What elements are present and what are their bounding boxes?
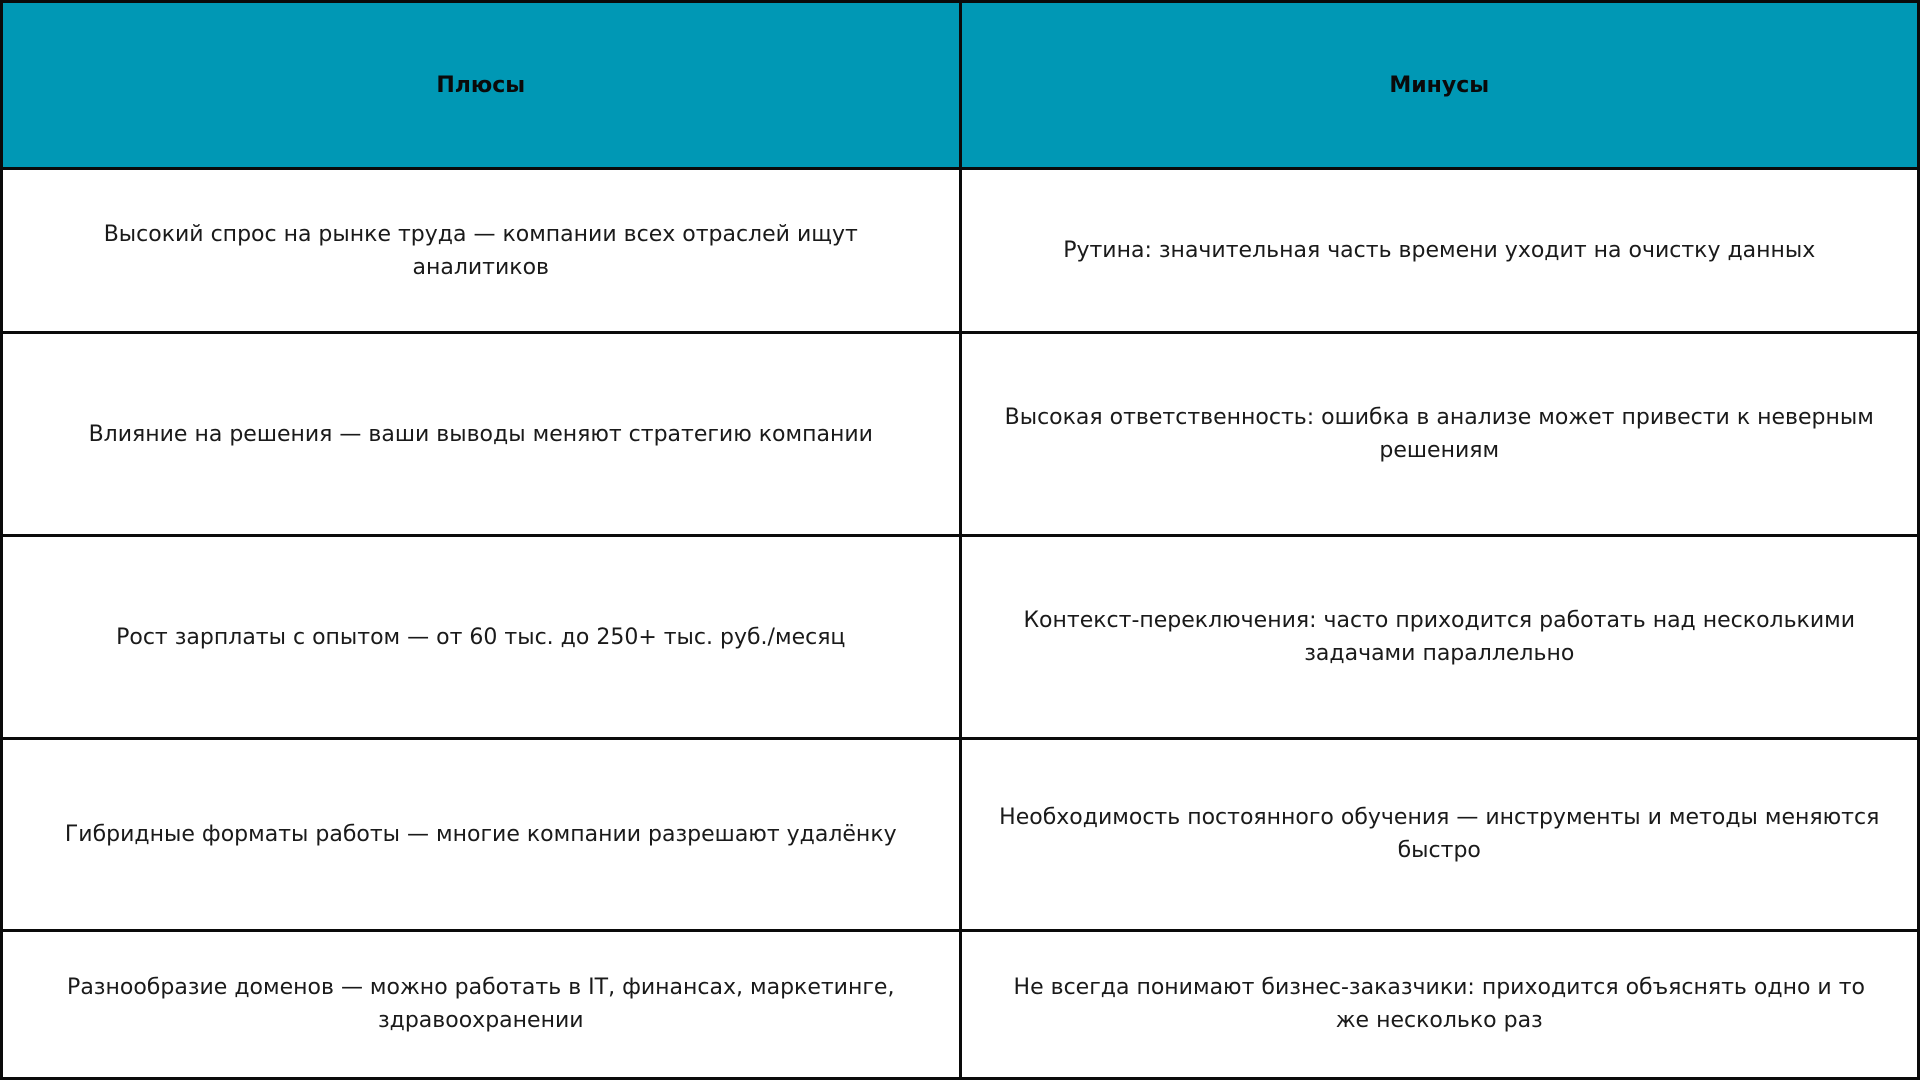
table-row: Гибридные форматы работы — многие компан… (0, 737, 1920, 932)
pro-cell: Гибридные форматы работы — многие компан… (0, 737, 962, 932)
con-cell: Рутина: значительная часть времени уходи… (958, 167, 1920, 334)
con-cell: Контекст-переключения: часто приходится … (958, 534, 1920, 741)
header-pros: Плюсы (0, 0, 962, 171)
table-row: Влияние на решения — ваши выводы меняют … (0, 330, 1920, 538)
con-cell: Необходимость постоянного обучения — инс… (958, 737, 1920, 932)
table-row: Разнообразие доменов — можно работать в … (0, 928, 1920, 1080)
table-row: Высокий спрос на рынке труда — компании … (0, 167, 1920, 334)
pro-cell: Высокий спрос на рынке труда — компании … (0, 167, 962, 334)
header-row: Плюсы Минусы (0, 0, 1920, 171)
pro-cell: Разнообразие доменов — можно работать в … (0, 928, 962, 1080)
con-cell: Высокая ответственность: ошибка в анализ… (958, 330, 1920, 538)
header-cons: Минусы (958, 0, 1920, 171)
con-cell: Не всегда понимают бизнес-заказчики: при… (958, 928, 1920, 1080)
pro-cell: Влияние на решения — ваши выводы меняют … (0, 330, 962, 538)
table-row: Рост зарплаты с опытом — от 60 тыс. до 2… (0, 534, 1920, 741)
pro-cell: Рост зарплаты с опытом — от 60 тыс. до 2… (0, 534, 962, 741)
